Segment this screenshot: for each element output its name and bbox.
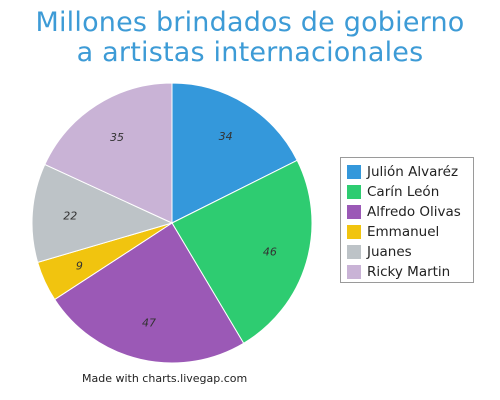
legend-item-ricky-martin[interactable]: Ricky Martin: [347, 262, 473, 282]
legend-item-emmanuel[interactable]: Emmanuel: [347, 222, 473, 242]
legend-swatch: [347, 165, 361, 179]
chart-title-line-1: Millones brindados de gobierno: [35, 7, 465, 38]
legend-label: Julión Alvaréz: [367, 164, 459, 180]
legend-swatch: [347, 185, 361, 199]
legend-swatch: [347, 205, 361, 219]
pie-slice-alfredo-olivas[interactable]: [54, 222, 245, 364]
legend-item-alfredo-olivas[interactable]: Alfredo Olivas: [347, 202, 473, 222]
legend-label: Juanes: [367, 244, 412, 260]
legend-label: Alfredo Olivas: [367, 204, 461, 220]
legend-swatch: [347, 265, 361, 279]
chart-title: Millones brindados de gobierno a artista…: [0, 8, 500, 68]
credit-text: Made with charts.livegap.com: [82, 372, 248, 385]
slice-value-label-emmanuel: 9: [76, 260, 83, 273]
chart-title-line-2: a artistas internacionales: [76, 37, 424, 68]
slice-value-label-alfredo-olivas: 47: [142, 316, 156, 329]
legend-item-juanes[interactable]: Juanes: [347, 242, 473, 262]
legend-swatch: [347, 245, 361, 259]
slice-value-label-carin-leon: 46: [263, 246, 277, 259]
slice-value-label-juanes: 22: [63, 210, 77, 223]
pie-slice-ricky-martin[interactable]: [44, 82, 173, 224]
legend: Julión Alvaréz Carín León Alfredo Olivas Em…: [340, 157, 474, 283]
slice-value-label-ricky-martin: 35: [110, 131, 124, 144]
legend-item-julion-alvarez[interactable]: Julión Alvaréz: [347, 162, 473, 182]
pie-slices: [31, 82, 313, 364]
legend-swatch: [347, 225, 361, 239]
pie-slice-labels: 34 46 47 9 22 35: [63, 130, 277, 329]
slice-value-label-julion-alvarez: 34: [219, 130, 233, 143]
pie-slice-juanes[interactable]: [31, 163, 174, 263]
pie-slice-carin-leon[interactable]: [171, 159, 313, 344]
legend-label: Emmanuel: [367, 224, 440, 240]
legend-label: Ricky Martin: [367, 264, 451, 280]
pie-slice-julion-alvarez[interactable]: [171, 82, 298, 224]
legend-label: Carín León: [367, 184, 440, 200]
legend-item-carin-leon[interactable]: Carín León: [347, 182, 473, 202]
